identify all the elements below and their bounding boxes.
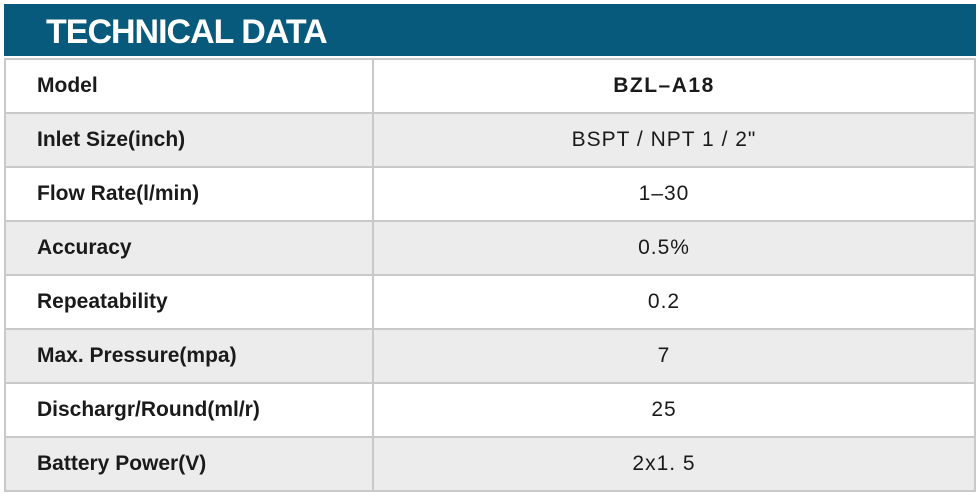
- row-label: Battery Power(V): [6, 438, 374, 490]
- row-value: 0.5%: [638, 236, 690, 259]
- row-value: 2x1. 5: [632, 452, 696, 475]
- table-row-battery-power: Battery Power(V) 2x1. 5: [6, 438, 974, 492]
- row-label: Inlet Size(inch): [6, 114, 374, 166]
- table-row-repeatability: Repeatability 0.2: [6, 276, 974, 330]
- row-label: Accuracy: [6, 222, 374, 274]
- row-value: BSPT / NPT 1 / 2": [571, 128, 757, 151]
- row-value: 0.2: [647, 290, 681, 313]
- row-label: Repeatability: [6, 276, 374, 328]
- row-label: Flow Rate(l/min): [6, 168, 374, 220]
- table-row-model: Model BZL–A18: [6, 60, 974, 114]
- technical-data-header: TECHNICAL DATA: [4, 4, 976, 56]
- table-row-accuracy: Accuracy 0.5%: [6, 222, 974, 276]
- header-title: TECHNICAL DATA: [46, 13, 328, 51]
- row-label: Dischargr/Round(ml/r): [6, 384, 374, 436]
- table-row-inlet-size: Inlet Size(inch) BSPT / NPT 1 / 2": [6, 114, 974, 168]
- table-row-max-pressure: Max. Pressure(mpa) 7: [6, 330, 974, 384]
- row-value: 25: [651, 398, 677, 421]
- table-row-flow-rate: Flow Rate(l/min) 1–30: [6, 168, 974, 222]
- row-value: 1–30: [638, 182, 690, 205]
- row-value: BZL–A18: [613, 74, 715, 97]
- technical-data-table: Model BZL–A18 Inlet Size(inch) BSPT / NP…: [4, 58, 976, 492]
- row-label: Model: [6, 60, 374, 112]
- row-value: 7: [657, 344, 671, 367]
- table-row-discharge-round: Dischargr/Round(ml/r) 25: [6, 384, 974, 438]
- row-label: Max. Pressure(mpa): [6, 330, 374, 382]
